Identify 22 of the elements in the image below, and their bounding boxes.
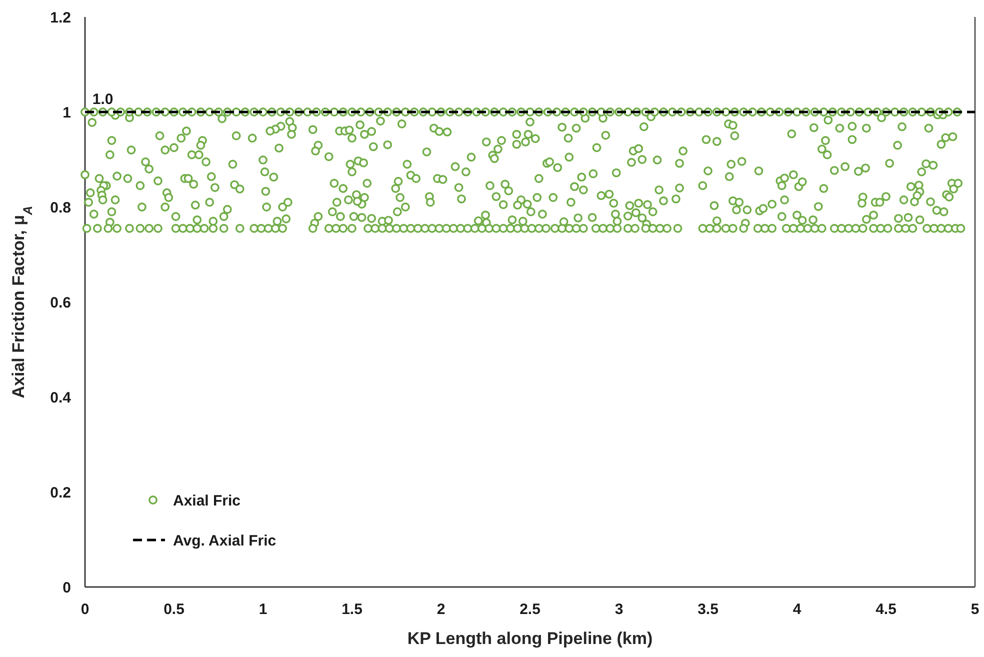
- x-tick-label: 2.5: [520, 601, 540, 618]
- legend-label: Avg. Axial Fric: [173, 532, 276, 550]
- y-tick-label: 0.8: [50, 199, 71, 216]
- y-tick-label: 0.4: [50, 389, 72, 406]
- x-tick-label: 1: [258, 601, 268, 618]
- x-tick-label: 2: [436, 601, 446, 618]
- x-tick-label: 4.5: [876, 601, 896, 618]
- x-tick-label: 1.5: [342, 601, 362, 618]
- annotation: 1.0: [92, 91, 114, 108]
- y-tick-label: 0.2: [50, 484, 71, 502]
- legend-label: Axial Fric: [173, 492, 241, 510]
- x-tick-label: 0: [80, 601, 90, 618]
- x-axis-title: KP Length along Pipeline (km): [407, 629, 653, 648]
- x-tick-label: 3: [614, 601, 624, 618]
- x-tick-label: 0.5: [164, 601, 184, 618]
- x-tick-label: 3.5: [698, 601, 718, 618]
- x-tick-label: 5: [970, 601, 980, 618]
- y-tick-label: 0: [62, 579, 71, 596]
- y-tick-label: 1: [62, 104, 71, 122]
- y-tick-label: 0.6: [50, 294, 71, 312]
- x-tick-label: 4: [792, 601, 802, 618]
- y-tick-label: 1.2: [50, 9, 71, 26]
